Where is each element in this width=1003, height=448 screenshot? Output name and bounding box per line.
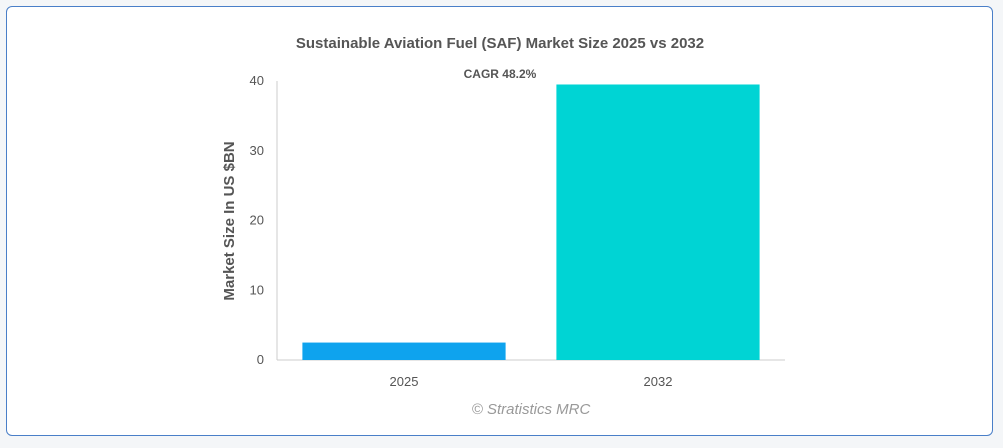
y-tick-labels: 0 10 20 30 40 [250, 73, 264, 367]
y-tick-label: 30 [250, 143, 264, 158]
cagr-annotation: CAGR 48.2% [464, 67, 537, 81]
y-tick-label: 20 [250, 213, 264, 228]
credit-text: © Stratistics MRC [472, 401, 591, 418]
x-tick-label: 2032 [644, 374, 673, 389]
y-tick-label: 0 [257, 352, 264, 367]
chart-frame [6, 6, 993, 436]
bar-2032[interactable] [556, 84, 760, 361]
bars [302, 84, 760, 361]
y-axis-label: Market Size In US $BN [221, 141, 238, 300]
x-tick-label: 2025 [390, 374, 419, 389]
y-tick-label: 10 [250, 282, 264, 297]
bar-2025[interactable] [302, 342, 506, 360]
y-tick-label: 40 [250, 73, 264, 88]
x-tick-labels: 2025 2032 [390, 374, 673, 389]
chart-title: Sustainable Aviation Fuel (SAF) Market S… [296, 35, 704, 52]
